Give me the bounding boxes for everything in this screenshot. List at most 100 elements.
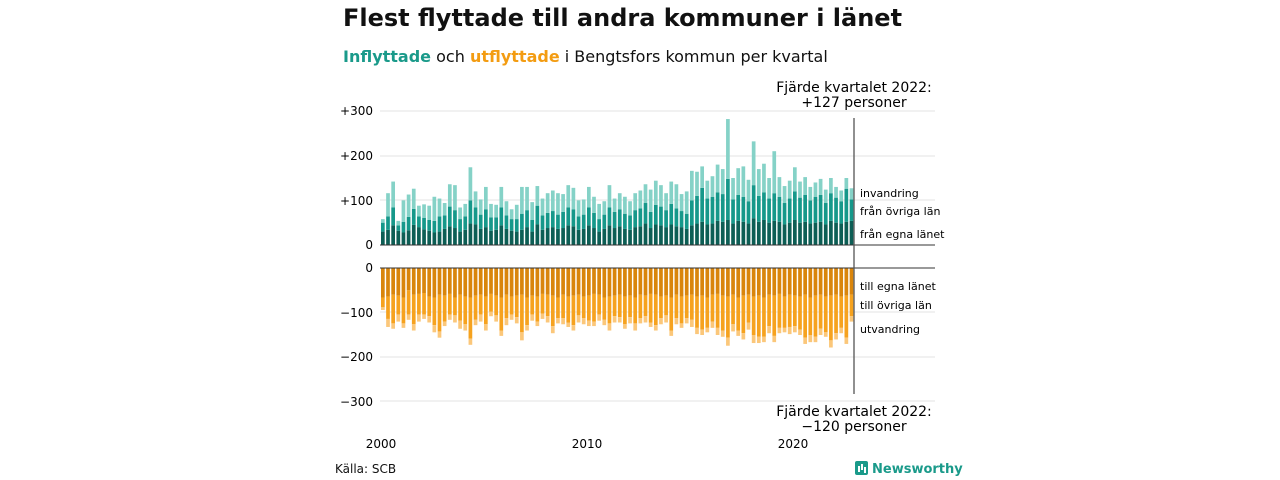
- bar-in-ovriga: [607, 207, 612, 226]
- bar-in-egna: [782, 224, 787, 245]
- bar-out-utvandring: [453, 315, 457, 323]
- y-tick-bottom-300: −300: [340, 395, 373, 409]
- bar-in-ovriga: [664, 210, 668, 228]
- bar-out-ovriga: [664, 295, 668, 316]
- bar-out-egna: [576, 268, 581, 295]
- bar-out-ovriga: [550, 295, 555, 327]
- bar-out-ovriga: [447, 293, 452, 315]
- bar-in-egna: [612, 228, 617, 245]
- bar-in-invandring: [607, 185, 612, 208]
- bar-in-invandring: [494, 204, 498, 218]
- bar-out-ovriga: [612, 295, 617, 317]
- bar-in-ovriga: [741, 196, 746, 222]
- bar-in-invandring: [772, 151, 777, 194]
- subtitle-utflyttade: utflyttade: [469, 47, 560, 66]
- bar-in-ovriga: [504, 215, 509, 229]
- bar-in-ovriga: [823, 203, 828, 225]
- bar-in-ovriga: [695, 195, 699, 224]
- bar-out-ovriga: [839, 296, 844, 328]
- bar-out-utvandring: [777, 327, 782, 334]
- bar-in-invandring: [473, 191, 478, 208]
- bar-in-egna: [453, 228, 457, 245]
- bar-in-invandring: [432, 196, 437, 221]
- bar-in-ovriga: [720, 194, 725, 222]
- bar-in-ovriga: [679, 211, 684, 228]
- bar-in-egna: [633, 227, 638, 245]
- bar-out-utvandring: [576, 315, 581, 323]
- bar-out-utvandring: [417, 314, 421, 322]
- bar-out-egna: [386, 268, 390, 297]
- chart-subtitle: Inflyttade och utflyttade i Bengtsfors k…: [343, 47, 828, 66]
- bar-out-ovriga: [844, 295, 849, 338]
- bar-out-ovriga: [545, 294, 550, 317]
- bar-out-egna: [396, 268, 401, 296]
- bar-out-egna: [772, 268, 777, 296]
- bar-out-ovriga: [653, 294, 658, 326]
- bar-out-egna: [844, 268, 849, 296]
- bar-out-ovriga: [535, 296, 540, 322]
- bar-in-egna: [520, 229, 524, 245]
- bar-in-ovriga: [484, 209, 488, 228]
- bar-in-invandring: [401, 200, 406, 222]
- bar-out-egna: [782, 268, 787, 297]
- bar-out-utvandring: [844, 337, 849, 344]
- legend-fran-egna-lanet: från egna länet: [860, 228, 945, 241]
- bar-in-egna: [530, 231, 535, 245]
- bar-out-egna: [566, 268, 571, 297]
- bar-out-egna: [808, 268, 813, 298]
- bar-in-invandring: [525, 186, 529, 211]
- bar-out-utvandring: [643, 316, 648, 323]
- bar-out-ovriga: [823, 296, 828, 333]
- bar-in-egna: [514, 231, 519, 245]
- bar-out-utvandring: [823, 332, 828, 337]
- bar-in-invandring: [458, 207, 462, 220]
- bar-in-invandring: [849, 188, 854, 200]
- bar-in-egna: [607, 225, 612, 245]
- bar-in-invandring: [386, 193, 390, 217]
- bar-in-egna: [592, 228, 596, 245]
- bar-out-egna: [530, 268, 535, 296]
- bar-out-utvandring: [463, 324, 468, 331]
- bar-in-invandring: [411, 188, 416, 209]
- legend-till-ovriga-lan: till övriga län: [860, 299, 932, 312]
- bar-in-invandring: [648, 189, 653, 212]
- bar-out-utvandring: [787, 326, 792, 335]
- bar-out-ovriga: [602, 297, 607, 320]
- bar-out-egna: [509, 268, 514, 297]
- bar-out-utvandring: [628, 317, 632, 324]
- bar-in-ovriga: [494, 217, 498, 230]
- bar-out-utvandring: [422, 314, 426, 319]
- bar-out-ovriga: [772, 295, 777, 336]
- bar-out-egna: [417, 268, 421, 294]
- bar-out-utvandring: [736, 330, 741, 336]
- bar-in-invandring: [545, 193, 550, 213]
- bar-in-ovriga: [514, 219, 519, 232]
- bar-out-utvandring: [401, 323, 406, 328]
- bar-in-ovriga: [612, 211, 617, 229]
- bar-out-utvandring: [381, 307, 385, 310]
- bar-out-utvandring: [653, 325, 658, 331]
- bar-in-ovriga: [746, 201, 751, 224]
- bar-in-ovriga: [849, 199, 854, 221]
- bar-in-ovriga: [756, 195, 761, 222]
- bar-in-egna: [628, 229, 632, 245]
- bar-in-egna: [587, 225, 591, 245]
- bar-in-invandring: [571, 187, 576, 210]
- bar-in-egna: [406, 230, 411, 245]
- outflow-bars: [381, 268, 854, 348]
- bar-out-ovriga: [561, 294, 565, 319]
- bar-out-ovriga: [406, 290, 411, 315]
- brand[interactable]: Newsworthy: [855, 461, 963, 477]
- bar-in-invandring: [653, 180, 658, 205]
- bar-out-utvandring: [664, 315, 668, 323]
- bar-in-invandring: [447, 184, 452, 207]
- bar-in-ovriga: [499, 207, 504, 226]
- x-tick-2000: 2000: [366, 437, 397, 451]
- bar-in-egna: [674, 226, 679, 245]
- bar-out-ovriga: [514, 295, 519, 318]
- bar-in-invandring: [782, 186, 787, 204]
- bar-in-egna: [731, 223, 735, 245]
- bar-out-egna: [391, 268, 395, 295]
- bar-in-invandring: [751, 141, 756, 186]
